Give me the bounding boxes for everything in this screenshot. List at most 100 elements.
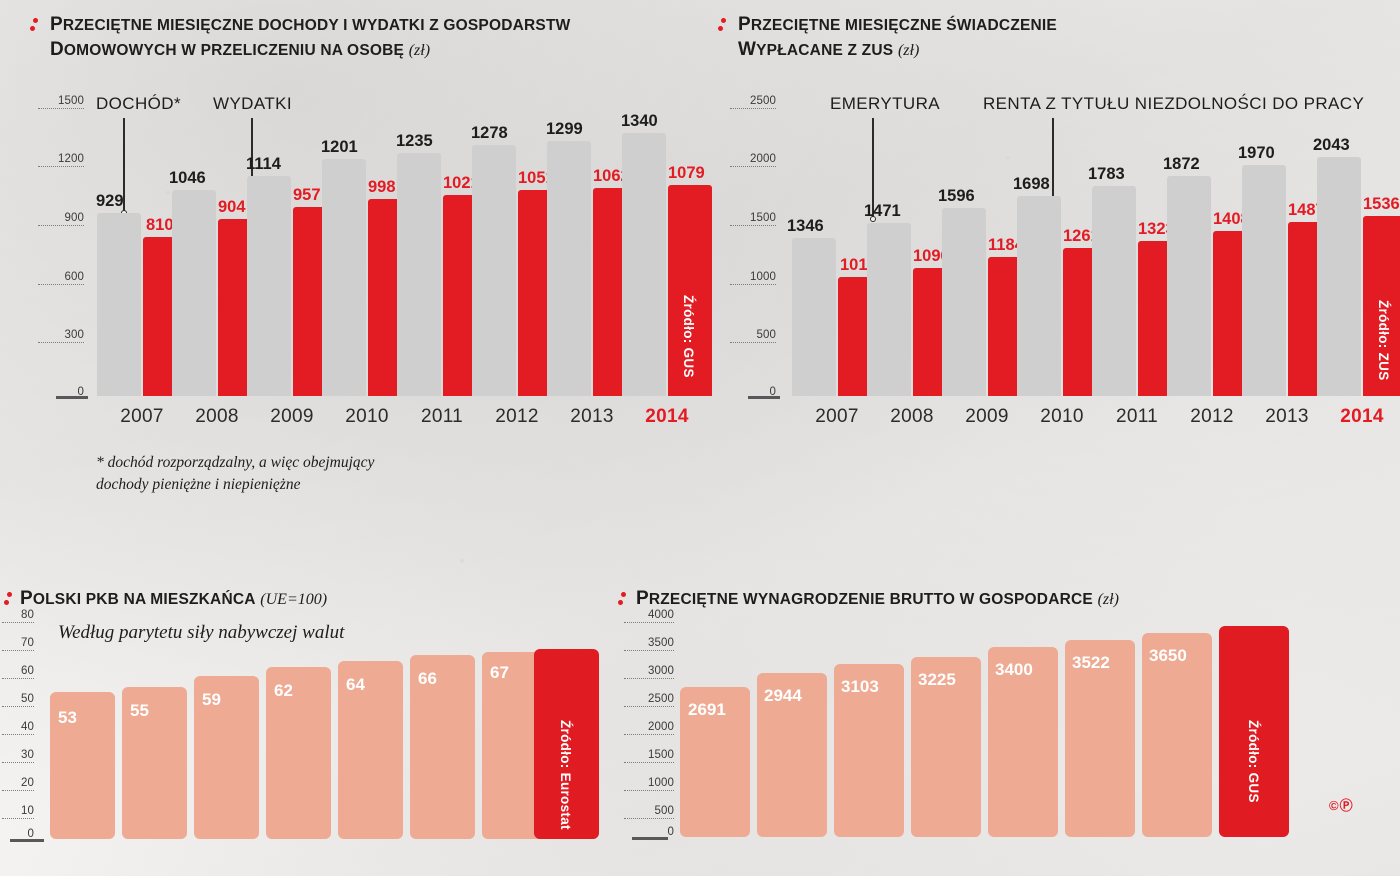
chart1-year-2011: 2011 (420, 406, 464, 427)
chart1-year-2014: 2014 (645, 406, 689, 427)
chart2-ytick-0: 0 (769, 386, 776, 398)
chart2-bar-gray-2008 (867, 223, 911, 396)
chart-gross-wage: 4000 3500 3000 2500 2000 1500 1000 500 0… (610, 600, 1400, 876)
chart2-bar-gray-2014 (1317, 157, 1361, 396)
chart1-title-unit: (zł) (408, 42, 431, 60)
chart2-bar-gray-2010 (1017, 196, 1061, 396)
chart2-bar-gray-2012 (1167, 176, 1211, 396)
chart1-bar-gray-2010 (322, 159, 366, 396)
chart1-value-red-2010: 998 (368, 178, 396, 196)
chart2-title-unit: (zł) (897, 42, 920, 60)
chart3-value-2008: 55 (130, 701, 149, 720)
chart2-value-red-2009: 1184 (988, 236, 1024, 254)
chart2-value-gray-2011: 1783 (1088, 165, 1125, 183)
chart2-value-gray-2009: 1596 (938, 187, 975, 205)
chart3-ytick-10: 10 (2, 805, 34, 819)
chart4-ytick-0: 0 (667, 826, 674, 838)
chart4-title-unit: (zł) (1097, 591, 1119, 608)
chart4-bar-2007 (680, 687, 750, 837)
chart4-title: PRZECIĘTNE WYNAGRODZENIE BRUTTO W GOSPOD… (636, 586, 1196, 611)
chart3-bar-2014 (534, 649, 599, 839)
chart1-year-2009: 2009 (270, 406, 314, 427)
chart1-ytick-1500: 1500 (38, 95, 84, 109)
chart2-value-gray-2007: 1346 (787, 217, 824, 235)
chart2-year-2007: 2007 (815, 406, 859, 427)
chart3-source-label: Źródło: Eurostat (558, 720, 573, 830)
chart2-value-gray-2010: 1698 (1013, 175, 1050, 193)
chart3-ytick-0: 0 (27, 828, 34, 840)
chart4-bar-2012 (1065, 640, 1135, 837)
chart4-source-label: Źródło: GUS (1246, 720, 1261, 803)
chart2-year-2010: 2010 (1040, 406, 1084, 427)
chart2-ytick-2000: 2000 (730, 153, 776, 167)
chart1-value-gray-2014: 1340 (621, 112, 658, 130)
chart3-ytick-30: 30 (2, 749, 34, 763)
chart-income-expense: 1500 1200 900 600 300 0 DOCHÓD* WYDATKI (0, 0, 712, 440)
chart1-year-2010: 2010 (345, 406, 389, 427)
chart2-year-2012: 2012 (1190, 406, 1234, 427)
chart4-baseline (632, 837, 668, 840)
chart4-bar-2009 (834, 664, 904, 837)
chart-zus-benefit: 2500 2000 1500 1000 500 0 EMERYTURA RENT… (700, 0, 1400, 440)
chart3-value-2009: 59 (202, 690, 221, 709)
chart1-value-gray-2007: 929 (96, 192, 124, 210)
chart1-year-2012: 2012 (495, 406, 539, 427)
chart1-bar-gray-2011 (397, 153, 441, 396)
chart1-bar-red-2014 (668, 185, 712, 396)
chart1-value-gray-2008: 1046 (169, 169, 206, 187)
copyright-mark: ©Ⓟ (1329, 798, 1354, 813)
chart2-bar-gray-2013 (1242, 165, 1286, 396)
chart4-value-2011: 3400 (995, 660, 1033, 679)
chart3-value-2011: 64 (346, 675, 365, 694)
chart2-bar-gray-2007 (792, 238, 836, 396)
chart2-value-gray-2012: 1872 (1163, 155, 1200, 173)
chart4-ytick-2000: 2000 (624, 721, 674, 735)
chart1-value-red-2009: 957 (293, 186, 321, 204)
chart1-value-red-2007: 810 (146, 216, 174, 234)
chart2-ytick-1000: 1000 (730, 271, 776, 285)
chart4-ytick-1000: 1000 (624, 777, 674, 791)
chart4-value-2009: 3103 (841, 677, 879, 696)
chart3-bar-2011 (338, 661, 403, 839)
chart4-value-2012: 3522 (1072, 653, 1110, 672)
chart4-ytick-1500: 1500 (624, 749, 674, 763)
chart3-title-line1: POLSKI PKB NA MIESZKAŃCA (20, 588, 256, 609)
chart3-baseline (10, 839, 44, 842)
chart4-value-2007: 2691 (688, 700, 726, 719)
chart3-bar-2007 (50, 692, 115, 839)
chart2-value-red-2010: 1261 (1063, 227, 1100, 245)
chart1-bar-gray-2012 (472, 145, 516, 396)
chart1-value-red-2012: 1051 (518, 169, 555, 187)
chart1-year-2007: 2007 (120, 406, 164, 427)
bullet-dots-chart4 (618, 592, 626, 605)
chart3-subtitle: Według parytetu siły nabywczej walut (58, 622, 345, 643)
chart3-ytick-70: 70 (2, 637, 34, 651)
chart1-value-red-2011: 1021 (443, 174, 480, 192)
chart1-callout-label-wydatki: WYDATKI (213, 94, 292, 113)
chart1-value-red-2013: 1062 (593, 167, 630, 185)
chart2-value-red-2011: 1323 (1138, 220, 1175, 238)
chart3-ytick-40: 40 (2, 721, 34, 735)
chart3-bar-2008 (122, 687, 187, 839)
chart1-bar-gray-2008 (172, 190, 216, 396)
chart2-source-label: Źródło: ZUS (1376, 300, 1391, 381)
bullet-dots-chart3 (4, 592, 12, 605)
chart1-value-red-2008: 904 (218, 198, 246, 216)
chart1-title-line1: PRZECIĘTNE MIESIĘCZNE DOCHODY I WYDATKI … (50, 14, 571, 35)
chart2-ytick-1500: 1500 (730, 212, 776, 226)
chart4-bar-2008 (757, 673, 827, 837)
chart2-callout-label-emerytura: EMERYTURA (830, 94, 941, 113)
chart1-footnote-line2: dochody pieniężne i niepieniężne (96, 476, 301, 494)
chart1-footnote: * dochód rozporządzalny, a więc obejmują… (96, 452, 374, 497)
chart1-ytick-1200: 1200 (38, 153, 84, 167)
chart4-ytick-3500: 3500 (624, 637, 674, 651)
chart2-callout-label-renta: RENTA Z TYTUŁU NIEZDOLNOŚCI DO PRACY (983, 94, 1365, 113)
chart4-title-line1: PRZECIĘTNE WYNAGRODZENIE BRUTTO W GOSPOD… (636, 588, 1093, 609)
chart1-year-2008: 2008 (195, 406, 239, 427)
chart4-ytick-4000: 4000 (624, 609, 674, 623)
chart2-year-2013: 2013 (1265, 406, 1309, 427)
chart3-value-2007: 53 (58, 708, 77, 727)
chart3-bar-2010 (266, 667, 331, 839)
chart1-title-line2: dOMOWOWYCH W PRZELICZENIU NA OSOBĘ (50, 39, 405, 61)
chart2-bar-gray-2011 (1092, 186, 1136, 396)
